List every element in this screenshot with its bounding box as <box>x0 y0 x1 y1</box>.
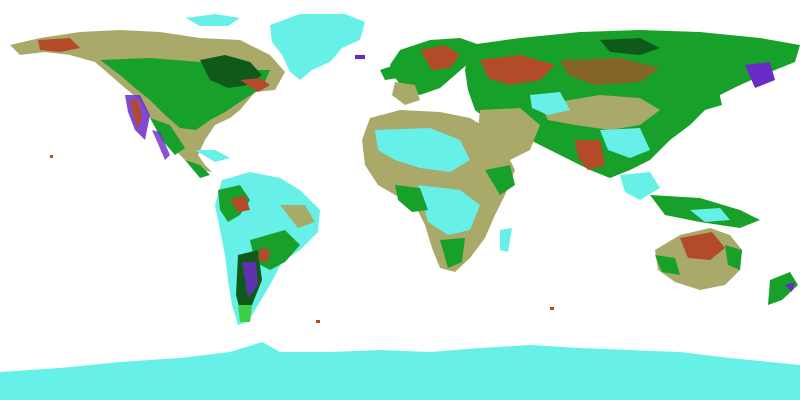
europe <box>380 38 480 105</box>
north-america <box>10 30 285 178</box>
africa <box>362 110 515 272</box>
south-america <box>215 172 320 325</box>
australia <box>655 228 798 305</box>
small-islands <box>50 55 554 323</box>
asia <box>465 30 800 200</box>
antarctica <box>0 342 800 400</box>
greenland <box>186 14 365 80</box>
southeast-asia <box>650 195 760 228</box>
